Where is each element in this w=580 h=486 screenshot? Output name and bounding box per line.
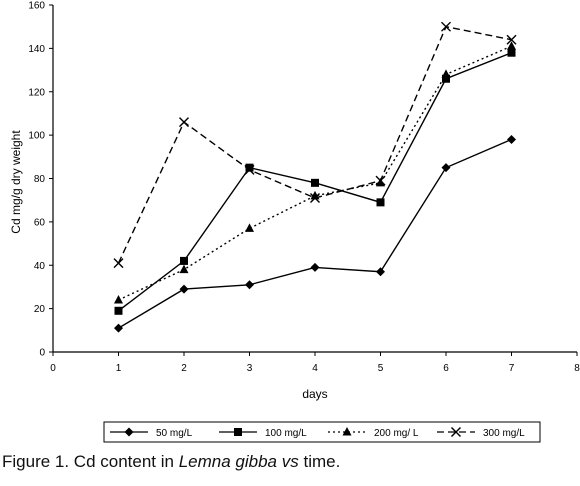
data-point bbox=[234, 428, 242, 436]
x-tick-label: 1 bbox=[116, 363, 122, 374]
series-2 bbox=[114, 41, 516, 304]
legend-box bbox=[103, 421, 541, 443]
x-tick-label: 8 bbox=[574, 363, 580, 374]
data-point bbox=[506, 34, 517, 45]
data-point bbox=[180, 256, 188, 265]
data-point-stroke bbox=[179, 117, 189, 128]
data-point bbox=[507, 48, 516, 57]
figure-caption: Figure 1. Cd content in Lemna gibba vs t… bbox=[2, 452, 340, 472]
caption-prefix: Figure 1. Cd content in bbox=[2, 452, 179, 471]
caption-suffix: time. bbox=[298, 452, 341, 471]
legend-item-2: 200 mg/ L bbox=[328, 427, 419, 439]
y-tick-label: 20 bbox=[34, 304, 46, 315]
legend-item-3: 300 mg/L bbox=[437, 427, 525, 439]
legend: 50 mg/L 100 mg/L 200 mg/ L 300 mg/L bbox=[103, 421, 541, 443]
series-line bbox=[117, 25, 512, 264]
data-point bbox=[311, 178, 319, 187]
data-point bbox=[507, 41, 516, 50]
data-point bbox=[113, 258, 124, 269]
data-point bbox=[441, 163, 451, 173]
x-tick-label: 5 bbox=[378, 363, 384, 374]
series-line bbox=[118, 138, 512, 329]
legend-label: 300 mg/L bbox=[483, 428, 525, 439]
data-point bbox=[310, 193, 320, 204]
x-tick-label: 7 bbox=[509, 363, 515, 374]
legend-item-0: 50 mg/L bbox=[110, 427, 193, 439]
data-point-stroke bbox=[113, 258, 124, 269]
data-point bbox=[124, 427, 134, 437]
y-axis-label: Cd mg/g dry weight bbox=[9, 130, 23, 234]
data-point bbox=[179, 284, 189, 294]
x-tick-label: 3 bbox=[247, 363, 253, 374]
series-line bbox=[118, 45, 512, 301]
x-tick-label: 2 bbox=[181, 363, 187, 374]
data-point bbox=[376, 267, 385, 277]
data-point-stroke bbox=[451, 427, 461, 437]
series-1 bbox=[114, 48, 516, 315]
data-point bbox=[375, 175, 386, 186]
y-tick-label: 80 bbox=[34, 174, 46, 185]
x-axis-label: days bbox=[302, 387, 327, 401]
data-point bbox=[245, 223, 254, 232]
axes: 0 20 40 60 80 100 120 140 160 0 1 2 3 4 5 6 7 8 bbox=[28, 1, 580, 375]
y-tick-label: 160 bbox=[28, 1, 45, 12]
x-tick-label: 0 bbox=[50, 363, 56, 374]
y-tick-label: 0 bbox=[39, 348, 45, 359]
data-point bbox=[179, 117, 189, 128]
data-point bbox=[376, 198, 385, 207]
x-tick-label: 4 bbox=[312, 363, 318, 374]
data-point bbox=[507, 134, 516, 144]
data-point bbox=[342, 427, 352, 436]
data-point bbox=[376, 177, 385, 187]
y-tick-label: 100 bbox=[28, 131, 45, 142]
data-point bbox=[114, 323, 123, 333]
data-point-stroke bbox=[441, 21, 451, 32]
data-point bbox=[451, 427, 461, 437]
y-tick-label: 40 bbox=[34, 261, 46, 272]
data-point bbox=[441, 21, 451, 32]
y-tick-label: 60 bbox=[34, 217, 46, 228]
legend-label: 200 mg/ L bbox=[374, 428, 419, 439]
legend-item-1: 100 mg/L bbox=[219, 428, 307, 439]
y-tick-label: 120 bbox=[28, 87, 45, 98]
y-tick-label: 140 bbox=[28, 44, 45, 55]
data-point bbox=[179, 264, 189, 274]
series-layer bbox=[113, 21, 517, 333]
data-point bbox=[114, 294, 123, 304]
data-point-stroke bbox=[375, 175, 386, 186]
data-point-stroke bbox=[310, 193, 320, 204]
data-point bbox=[245, 280, 254, 290]
caption-species: Lemna gibba bbox=[178, 452, 278, 471]
legend-label: 50 mg/L bbox=[156, 428, 193, 439]
data-point bbox=[244, 164, 255, 175]
data-point bbox=[442, 74, 450, 83]
data-point bbox=[245, 163, 254, 172]
data-point bbox=[114, 306, 123, 315]
legend-label: 100 mg/L bbox=[265, 428, 307, 439]
x-tick-label: 6 bbox=[443, 363, 449, 374]
data-point-stroke bbox=[506, 34, 517, 45]
data-point-stroke bbox=[244, 164, 255, 175]
series-0 bbox=[114, 134, 516, 333]
series-3 bbox=[113, 21, 517, 269]
data-point bbox=[310, 262, 320, 272]
data-point bbox=[441, 69, 451, 78]
caption-vs: vs bbox=[281, 452, 299, 471]
